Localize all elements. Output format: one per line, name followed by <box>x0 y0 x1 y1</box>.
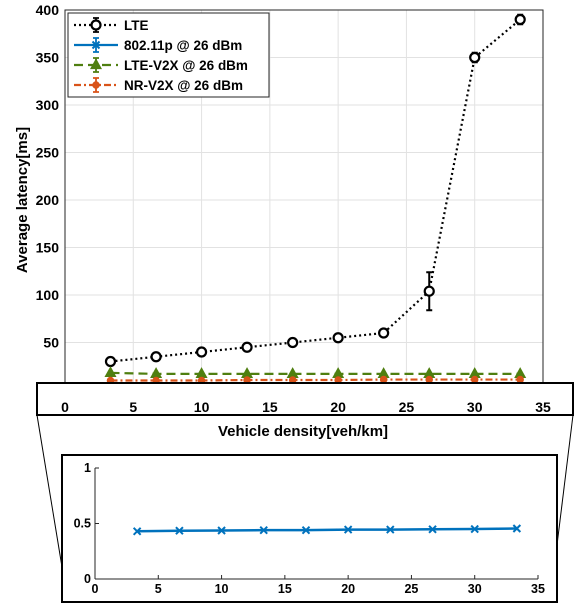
legend-marker-0 <box>90 19 102 31</box>
legend: LTE 802.11p @ 26 dBm LTE-V2X @ 26 dBm NR-V2… <box>67 12 270 98</box>
main-y-tick-label-4: 200 <box>36 192 60 208</box>
main-point-0-2 <box>195 346 208 358</box>
inset-point-0-1 <box>175 526 184 535</box>
inset-series-line-0 <box>137 527 517 533</box>
inset-x-tick-labels: 0 5 10 15 20 25 30 35 <box>92 582 545 596</box>
inset-point-0-8 <box>470 524 479 534</box>
main-x-tick-label-5: 25 <box>399 399 415 415</box>
inset-x-tick-label-7: 35 <box>531 582 545 596</box>
inset-point-0-0 <box>132 527 142 536</box>
legend-box <box>67 12 270 98</box>
main-series-line-3 <box>110 378 521 382</box>
inset-axes <box>94 467 539 580</box>
inset-x-tick-label-5: 25 <box>404 582 418 596</box>
main-latency-chart: 050100150200250300350400 05101520253035 … <box>14 2 574 440</box>
main-y-tick-label-7: 350 <box>36 50 60 66</box>
inset-x-tick-label-2: 10 <box>215 582 229 596</box>
main-x-tick-label-6: 30 <box>467 399 483 415</box>
main-x-axis-label: Vehicle density[veh/km] <box>218 423 388 440</box>
legend-marker-2 <box>89 58 103 70</box>
main-x-tick-label-4: 20 <box>330 399 346 415</box>
main-y-tick-label-6: 300 <box>36 97 60 113</box>
inset-x-tick-label-6: 30 <box>468 582 482 596</box>
inset-point-0-9 <box>512 524 522 533</box>
inset-series-0 <box>132 524 522 536</box>
main-point-3-9 <box>516 375 524 384</box>
legend-label-3: NR-V2X @ 26 dBm <box>124 78 243 93</box>
inset-y-tick-labels: 00.51 <box>74 461 91 586</box>
main-point-3-7 <box>425 375 433 384</box>
legend-label-2: LTE-V2X @ 26 dBm <box>124 58 248 73</box>
main-point-2-0 <box>104 366 117 377</box>
main-y-tick-label-3: 150 <box>36 240 60 256</box>
main-y-tick-label-8: 400 <box>36 2 60 18</box>
main-series-line-0 <box>110 18 521 363</box>
main-y-tick-label-1: 50 <box>43 335 59 351</box>
main-y-tick-labels: 050100150200250300350400 <box>36 2 60 398</box>
inset-x-tick-label-4: 20 <box>341 582 355 596</box>
main-point-0-0 <box>104 355 117 368</box>
legend-marker-1 <box>91 40 101 50</box>
main-point-0-5 <box>332 332 344 344</box>
inset-point-0-2 <box>217 526 226 535</box>
inset-x-tick-label-1: 5 <box>155 582 162 596</box>
main-point-3-8 <box>470 375 479 384</box>
main-x-axis-band <box>36 382 574 416</box>
zoom-connector-left <box>36 414 63 568</box>
zoom-connector-right <box>556 414 574 546</box>
main-x-tick-label-0: 0 <box>61 399 69 415</box>
main-point-0-8 <box>469 51 481 64</box>
main-series-0 <box>104 13 526 368</box>
inset-point-0-7 <box>428 525 437 534</box>
main-y-tick-label-2: 100 <box>36 287 60 303</box>
legend-label-1: 802.11p @ 26 dBm <box>124 38 242 53</box>
legend-marker-3 <box>92 81 100 89</box>
main-x-tick-label-2: 10 <box>194 399 210 415</box>
main-x-tick-label-7: 35 <box>535 399 551 415</box>
main-x-tick-label-1: 5 <box>129 399 137 415</box>
inset-x-tick-label-0: 0 <box>92 582 99 596</box>
main-point-0-9 <box>514 13 526 26</box>
main-point-0-6 <box>378 327 390 339</box>
main-point-0-4 <box>287 336 299 349</box>
inset-point-0-4 <box>301 525 311 535</box>
main-point-0-3 <box>241 341 253 353</box>
legend-label-0: LTE <box>124 18 149 33</box>
inset-point-0-6 <box>386 525 395 534</box>
main-y-tick-label-5: 250 <box>36 145 60 161</box>
main-point-0-1 <box>150 351 162 363</box>
main-point-0-7 <box>423 285 435 297</box>
main-x-tick-labels: 0 5 10 15 20 25 30 35 <box>61 399 551 415</box>
main-point-3-6 <box>379 375 388 384</box>
main-series-2 <box>104 366 527 378</box>
inset-y-tick-label-1: 0.5 <box>74 517 91 531</box>
inset-point-0-3 <box>259 525 268 535</box>
inset-x-tick-label-3: 15 <box>278 582 292 596</box>
inset-point-0-5 <box>343 525 353 534</box>
main-y-axis-label: Average latency[ms] <box>14 127 31 273</box>
inset-zoom-chart: 0 5 10 15 20 25 30 35 00.51 <box>61 454 558 603</box>
main-x-tick-label-3: 15 <box>262 399 278 415</box>
inset-series-layer <box>132 524 522 536</box>
main-series-line-2 <box>110 371 521 375</box>
inset-y-tick-label-2: 1 <box>84 461 91 475</box>
inset-y-tick-label-0: 0 <box>84 572 91 586</box>
